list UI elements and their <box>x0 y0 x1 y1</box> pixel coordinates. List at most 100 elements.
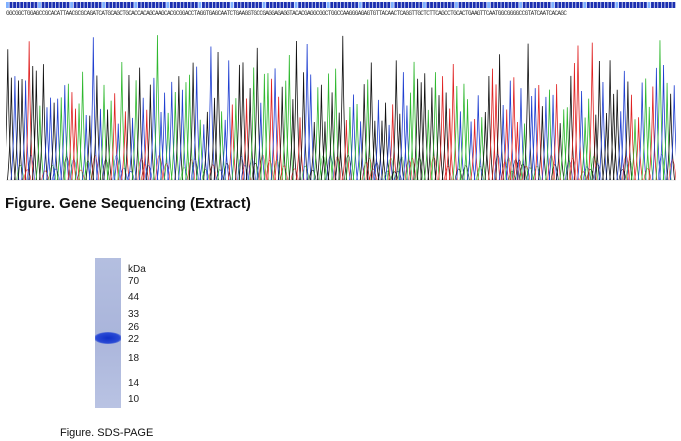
quality-segment <box>529 2 533 8</box>
quality-segment <box>127 2 131 8</box>
quality-segment <box>55 2 59 8</box>
quality-segment <box>537 2 540 8</box>
quality-segment <box>9 2 13 8</box>
chromatogram-peak <box>456 111 465 181</box>
quality-segment <box>447 2 451 8</box>
chromatogram-minor-peak <box>533 166 541 181</box>
quality-segment <box>319 2 323 8</box>
quality-segment <box>305 2 309 8</box>
quality-segment <box>597 2 601 8</box>
quality-segment <box>494 2 498 8</box>
chromatogram-peak <box>559 109 569 181</box>
chromatogram-minor-peak <box>180 167 189 181</box>
chromatogram-minor-peak <box>126 171 135 181</box>
quality-segment <box>398 2 401 8</box>
chromatogram-peak <box>662 82 672 181</box>
quality-segment <box>162 2 166 8</box>
quality-segment <box>248 2 252 8</box>
quality-segment <box>636 2 640 8</box>
chromatogram-peak <box>217 111 226 181</box>
quality-segment <box>169 2 173 8</box>
chromatogram-peak <box>292 40 301 181</box>
quality-segment <box>212 2 216 8</box>
quality-segment <box>362 2 366 8</box>
chromatogram-peak <box>21 80 30 181</box>
quality-segment <box>23 2 27 8</box>
quality-segment <box>105 2 109 8</box>
quality-segment <box>63 2 66 8</box>
quality-segment <box>501 2 505 8</box>
quality-segment <box>611 2 615 8</box>
quality-segment <box>202 2 205 8</box>
chromatogram-peak <box>124 74 134 181</box>
chromatogram-peak <box>616 111 626 181</box>
chromatogram-peak <box>623 81 633 181</box>
chromatogram-peak <box>117 62 127 181</box>
quality-segment <box>34 2 38 8</box>
chromatogram-peak <box>416 82 426 181</box>
quality-segment <box>643 2 647 8</box>
marker-label-18: 18 <box>128 353 140 364</box>
chromatogram-minor-peak <box>643 168 652 181</box>
quality-segment <box>66 2 70 8</box>
chromatogram-peak <box>345 106 355 181</box>
chromatogram-peak <box>634 117 643 181</box>
chromatogram-peak <box>274 96 283 181</box>
quality-segment <box>408 2 412 8</box>
chromatogram-peak <box>399 72 408 181</box>
chromatogram-peak <box>538 106 547 181</box>
chromatogram-peak <box>160 92 169 181</box>
chromatogram-minor-peak <box>586 168 595 181</box>
chromatogram-peak <box>14 80 23 181</box>
chromatogram-minor-peak <box>504 157 513 181</box>
quality-segment <box>180 2 184 8</box>
quality-segment <box>173 2 177 8</box>
chromatogram-peak <box>448 64 458 181</box>
chromatogram-peak <box>56 97 66 181</box>
chromatogram-minor-peak <box>48 165 57 181</box>
chromatogram-peak <box>470 119 479 181</box>
chromatogram-peak <box>231 98 241 181</box>
chromatogram-peak <box>210 97 219 181</box>
quality-segment <box>323 2 327 8</box>
chromatogram-minor-peak <box>668 159 676 181</box>
quality-segment <box>255 2 259 8</box>
quality-segment <box>583 2 587 8</box>
chromatogram-peak <box>481 112 490 181</box>
chromatogram-peak <box>438 76 447 181</box>
chromatogram-peak <box>566 75 576 181</box>
chromatogram-minor-peak <box>522 166 531 181</box>
quality-segment <box>672 2 676 8</box>
quality-segment <box>80 2 84 8</box>
marker-label-14: 14 <box>128 378 140 389</box>
chromatogram-peak <box>620 70 629 181</box>
quality-segment <box>148 2 152 8</box>
chromatogram-peak <box>263 73 273 181</box>
chromatogram-peak <box>527 95 536 181</box>
chromatogram-peak <box>17 78 27 181</box>
quality-segment <box>526 2 530 8</box>
chromatogram-peak <box>374 99 383 181</box>
chromatogram-minor-peak <box>223 163 231 181</box>
quality-segment <box>134 2 138 8</box>
chromatogram-minor-peak <box>444 166 452 181</box>
quality-segment <box>38 2 41 8</box>
chromatogram-peak <box>409 61 419 181</box>
quality-segment <box>365 2 369 8</box>
chromatogram-peak <box>644 106 654 181</box>
quality-segment <box>533 2 537 8</box>
quality-segment <box>87 2 91 8</box>
chromatogram-minor-peak <box>251 162 260 181</box>
chromatogram-peak <box>349 94 358 181</box>
quality-segment <box>130 2 134 8</box>
chromatogram-minor-peak <box>550 164 559 181</box>
quality-segment <box>276 2 280 8</box>
chromatogram-peak <box>395 113 405 181</box>
quality-segment <box>615 2 619 8</box>
sequencing-figure-caption: Figure. Gene Sequencing (Extract) <box>5 195 251 212</box>
chromatogram-minor-peak <box>41 170 50 181</box>
quality-segment <box>451 2 455 8</box>
quality-segment <box>312 2 316 8</box>
quality-segment <box>241 2 245 8</box>
chromatogram-peak <box>612 89 622 181</box>
